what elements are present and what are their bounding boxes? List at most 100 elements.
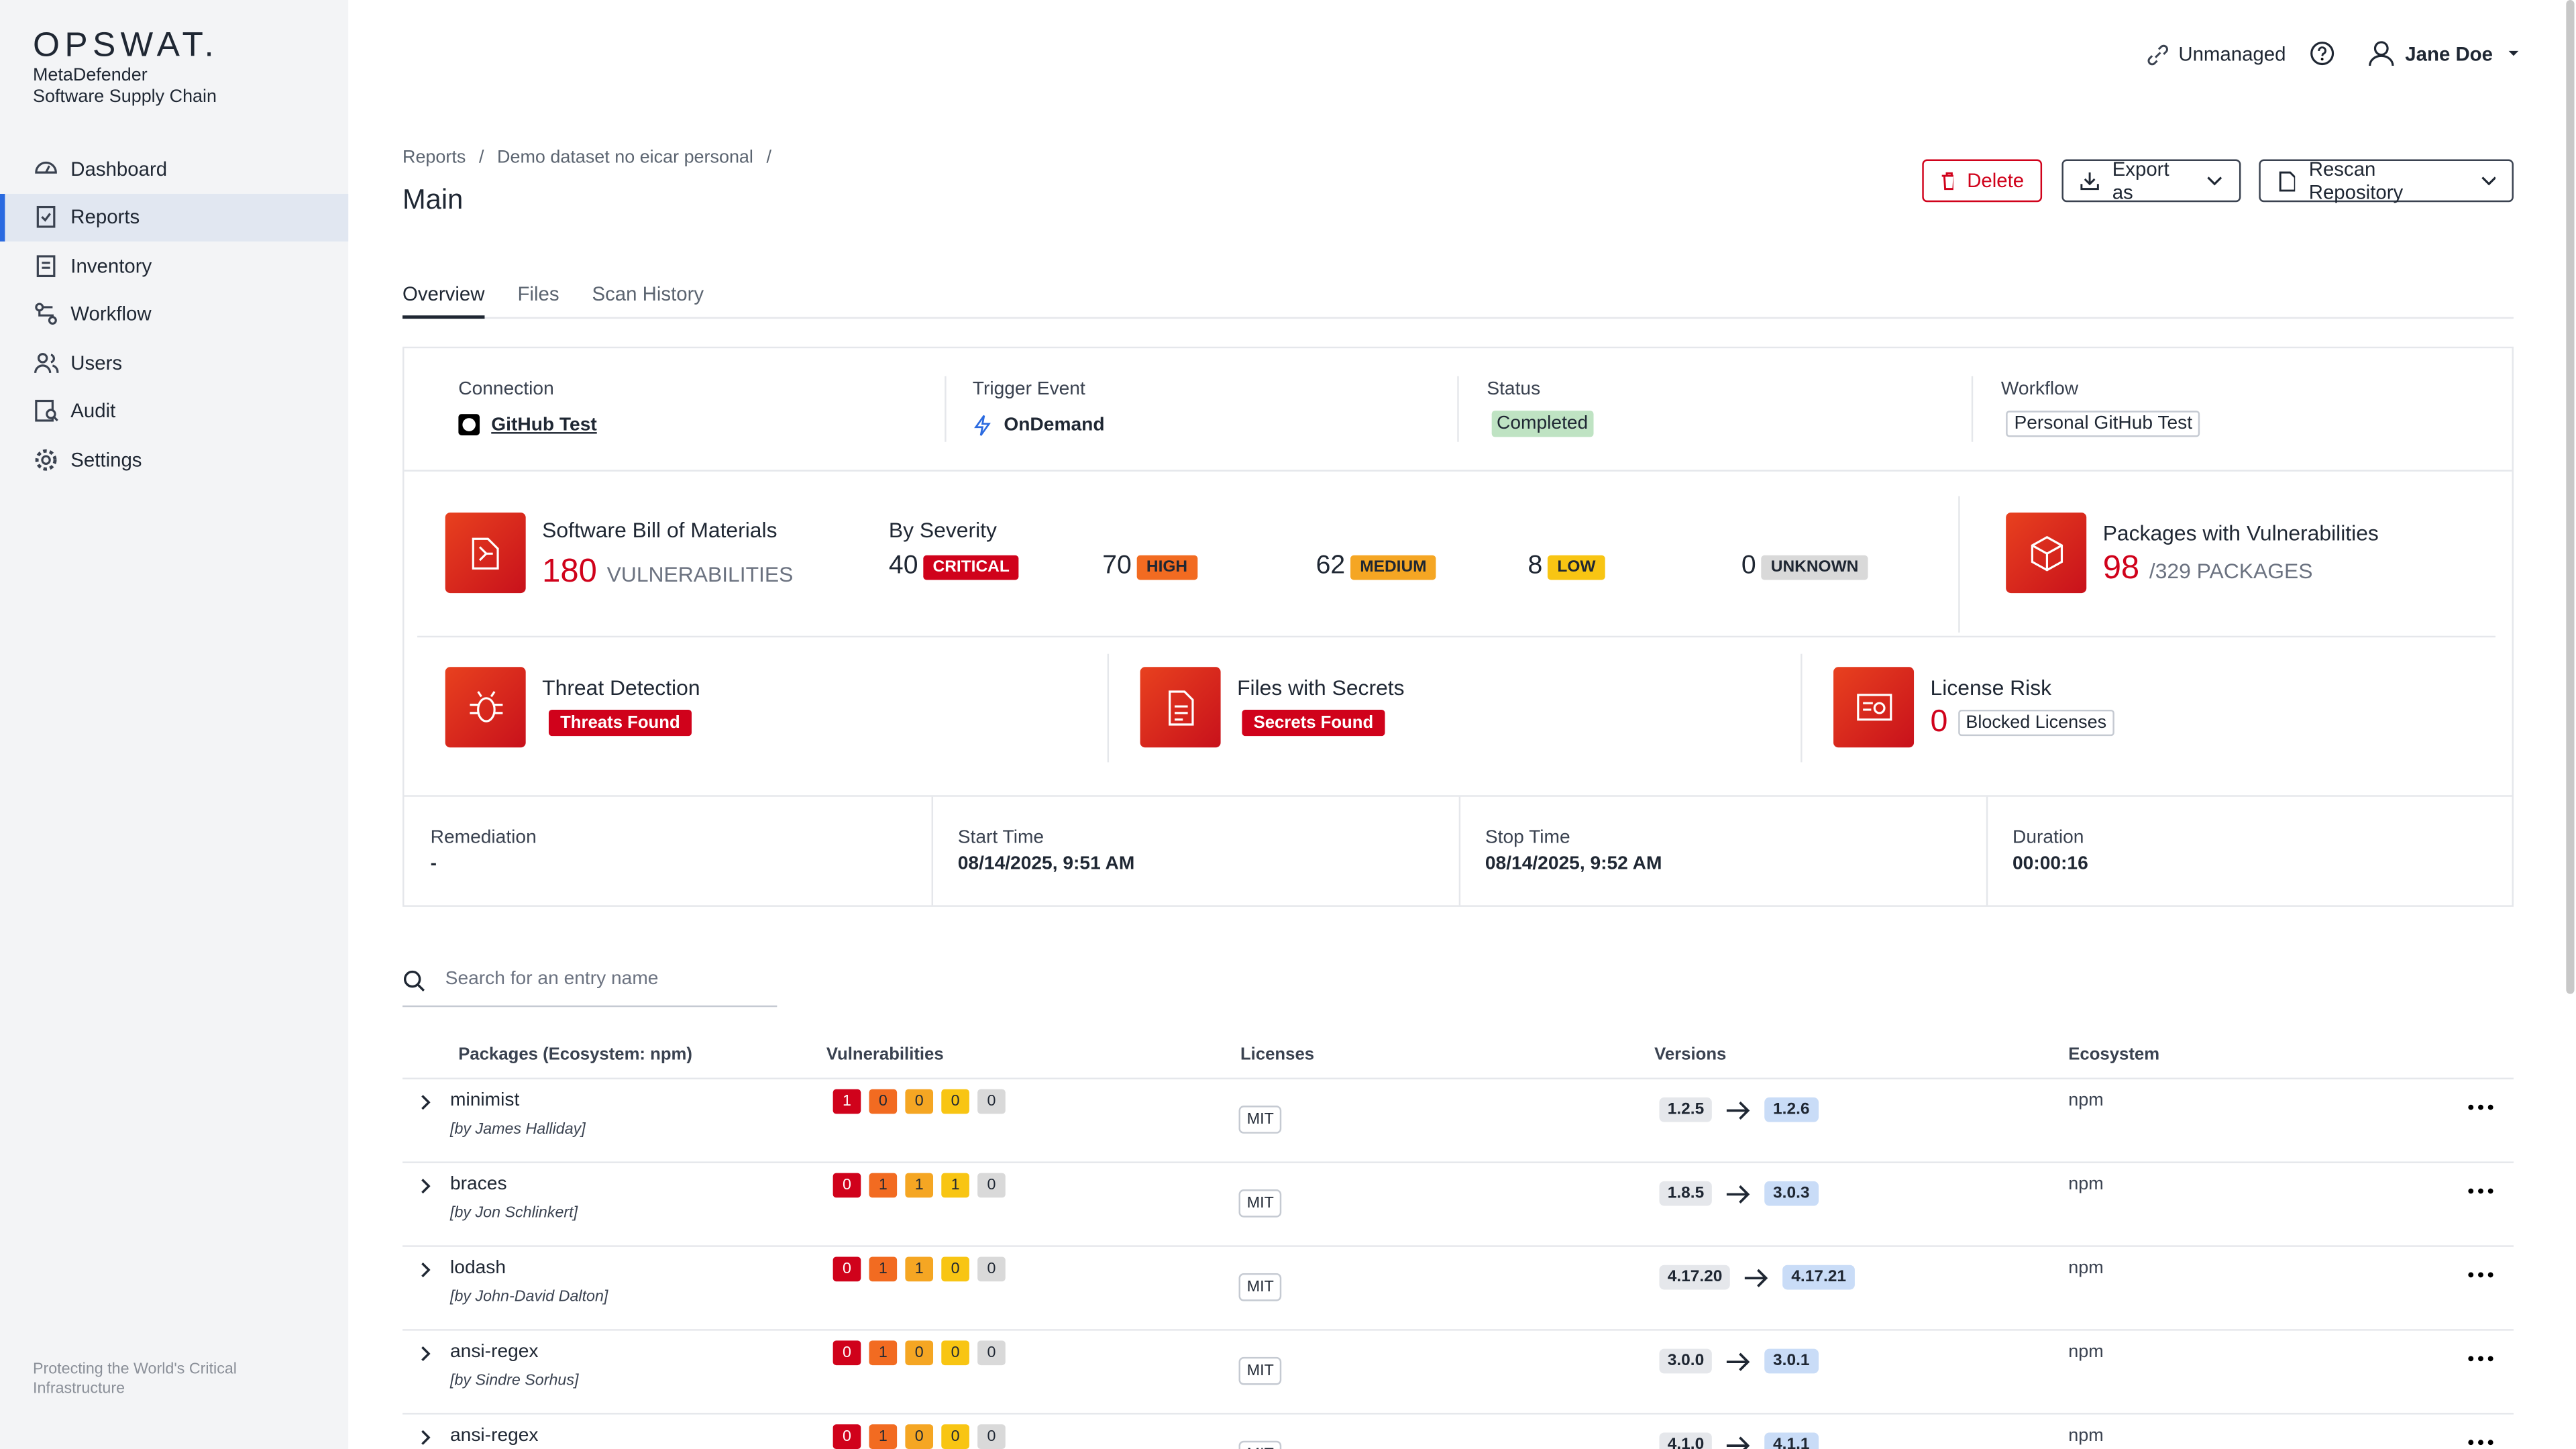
- severity-count: 62: [1316, 551, 1346, 580]
- current-version: 3.0.0: [1659, 1348, 1713, 1374]
- versions: 1.2.5 1.2.6: [1659, 1097, 1818, 1122]
- ecosystem: npm: [2068, 1258, 2104, 1279]
- license: MIT: [1238, 1273, 1283, 1301]
- user-name: Jane Doe: [2405, 42, 2493, 65]
- search-placeholder: Search for an entry name: [445, 969, 659, 989]
- button-label: Delete: [1967, 169, 2025, 193]
- vulnerability-count: 1: [833, 1089, 861, 1114]
- nav-item[interactable]: Users: [0, 338, 348, 386]
- column-header: Packages (Ecosystem: npm): [458, 1044, 693, 1065]
- nav-icon: [36, 254, 56, 276]
- overview-card: Connection GitHub Test Trigger Event OnD…: [402, 346, 2514, 907]
- expand-toggle[interactable]: [417, 1346, 433, 1362]
- tab[interactable]: Files: [517, 282, 559, 306]
- row-menu[interactable]: [2467, 1438, 2493, 1448]
- sbom-icon: [445, 513, 526, 594]
- nav-item[interactable]: Dashboard: [0, 145, 348, 193]
- table-row: minimist [by James Halliday] 1 0 0 0 0 MIT 1.2.5…: [402, 1077, 2514, 1163]
- current-version: 1.2.5: [1659, 1097, 1713, 1122]
- status-badge: Completed: [1491, 411, 1593, 437]
- help-icon[interactable]: [2310, 41, 2334, 66]
- severity-item: 70 HIGH: [1102, 552, 1197, 582]
- nav-item[interactable]: Settings: [0, 435, 348, 483]
- field-label: Trigger Event: [972, 379, 1085, 400]
- user-menu[interactable]: Jane Doe: [2367, 40, 2526, 68]
- row-menu[interactable]: [2467, 1354, 2493, 1364]
- delete-button[interactable]: Delete: [1922, 159, 2043, 203]
- vulnerability-count: 0: [905, 1340, 934, 1366]
- fixed-version: 1.2.6: [1764, 1097, 1818, 1122]
- page-title: Main: [402, 184, 464, 215]
- packages-icon: [2006, 513, 2087, 594]
- scrollbar[interactable]: [2566, 0, 2575, 994]
- severity-count: 40: [888, 551, 918, 580]
- button-label: Rescan Repository: [2308, 158, 2404, 204]
- expand-toggle[interactable]: [417, 1094, 433, 1110]
- vulnerability-count: 0: [941, 1340, 969, 1366]
- rescan-button[interactable]: Rescan Repository: [2259, 158, 2514, 204]
- upgrade-arrow: [1727, 1352, 1750, 1371]
- column-header: Ecosystem: [2068, 1044, 2160, 1065]
- current-version: 4.1.0: [1659, 1432, 1713, 1449]
- severity-count: 70: [1102, 551, 1132, 580]
- package-name: minimist: [450, 1091, 520, 1111]
- table-row: braces [by Jon Schlinkert] 0 1 1 1 0 MIT 1.8.5 3.…: [402, 1161, 2514, 1246]
- tab[interactable]: Overview: [402, 282, 485, 319]
- field-value: -: [430, 854, 437, 874]
- expand-toggle[interactable]: [417, 1178, 433, 1194]
- vulnerability-count: 0: [977, 1340, 1006, 1366]
- packages-title: Packages with Vulnerabilities: [2102, 521, 2379, 546]
- severity-title: By Severity: [888, 517, 997, 543]
- fixed-version: 4.17.21: [1783, 1265, 1855, 1290]
- connection-link[interactable]: GitHub Test: [491, 415, 597, 435]
- nav-item[interactable]: Reports: [0, 193, 349, 241]
- ecosystem: npm: [2068, 1091, 2104, 1111]
- nav-item[interactable]: Inventory: [0, 241, 348, 289]
- severity-item: 8 LOW: [1528, 552, 1606, 582]
- secrets-icon: [1140, 667, 1221, 748]
- package-name: ansi-regex: [450, 1426, 539, 1446]
- ecosystem: npm: [2068, 1175, 2104, 1195]
- field-value: 08/14/2025, 9:51 AM: [957, 854, 1135, 874]
- sbom-count: 180 VULNERABILITIES: [542, 553, 793, 591]
- breadcrumb-item[interactable]: Demo dataset no eicar personal: [497, 148, 771, 167]
- field-value: 08/14/2025, 9:52 AM: [1485, 854, 1662, 874]
- versions: 4.17.20 4.17.21: [1659, 1265, 1855, 1290]
- vulnerability-count: 1: [869, 1173, 898, 1198]
- package-author: [by Jon Schlinkert]: [450, 1204, 578, 1223]
- row-menu[interactable]: [2467, 1102, 2493, 1112]
- nav-label: Inventory: [70, 254, 152, 277]
- column-header: Versions: [1654, 1044, 1727, 1065]
- footer-text: Protecting the World's Critical Infrastr…: [32, 1360, 237, 1399]
- tab[interactable]: Scan History: [592, 282, 704, 306]
- secrets-badge: Secrets Found: [1242, 709, 1385, 737]
- severity-badge: MEDIUM: [1350, 554, 1437, 580]
- license-badge: Blocked Licenses: [1957, 709, 2115, 737]
- nav-label: Workflow: [70, 302, 152, 325]
- expand-toggle[interactable]: [417, 1262, 433, 1278]
- search-box[interactable]: Search for an entry name: [402, 969, 777, 1008]
- vulnerability-count: 1: [905, 1256, 934, 1282]
- ecosystem: npm: [2068, 1426, 2104, 1446]
- nav-item[interactable]: Workflow: [0, 290, 348, 337]
- export-button[interactable]: Export as: [2061, 158, 2241, 204]
- management-status[interactable]: Unmanaged: [2147, 43, 2286, 66]
- vulnerability-count: 0: [905, 1424, 934, 1449]
- severity-item: 40 CRITICAL: [889, 552, 1020, 582]
- vulnerable-packages: 98: [2102, 550, 2140, 587]
- divider: [1986, 796, 1988, 906]
- vulnerability-count: 0: [977, 1173, 1006, 1198]
- breadcrumb-item[interactable]: Reports: [402, 148, 484, 167]
- expand-toggle[interactable]: [417, 1430, 433, 1446]
- row-menu[interactable]: [2467, 1270, 2493, 1280]
- row-menu[interactable]: [2467, 1186, 2493, 1196]
- vulnerability-count: 0: [869, 1089, 898, 1114]
- severity-badge: LOW: [1547, 554, 1606, 580]
- threat-badge: Threats Found: [548, 709, 692, 737]
- nav-item[interactable]: Audit: [0, 387, 348, 435]
- license-title: License Risk: [1930, 675, 2052, 700]
- nav-icon: [35, 160, 57, 173]
- vulnerability-count: 0: [833, 1340, 861, 1366]
- license: MIT: [1238, 1356, 1283, 1385]
